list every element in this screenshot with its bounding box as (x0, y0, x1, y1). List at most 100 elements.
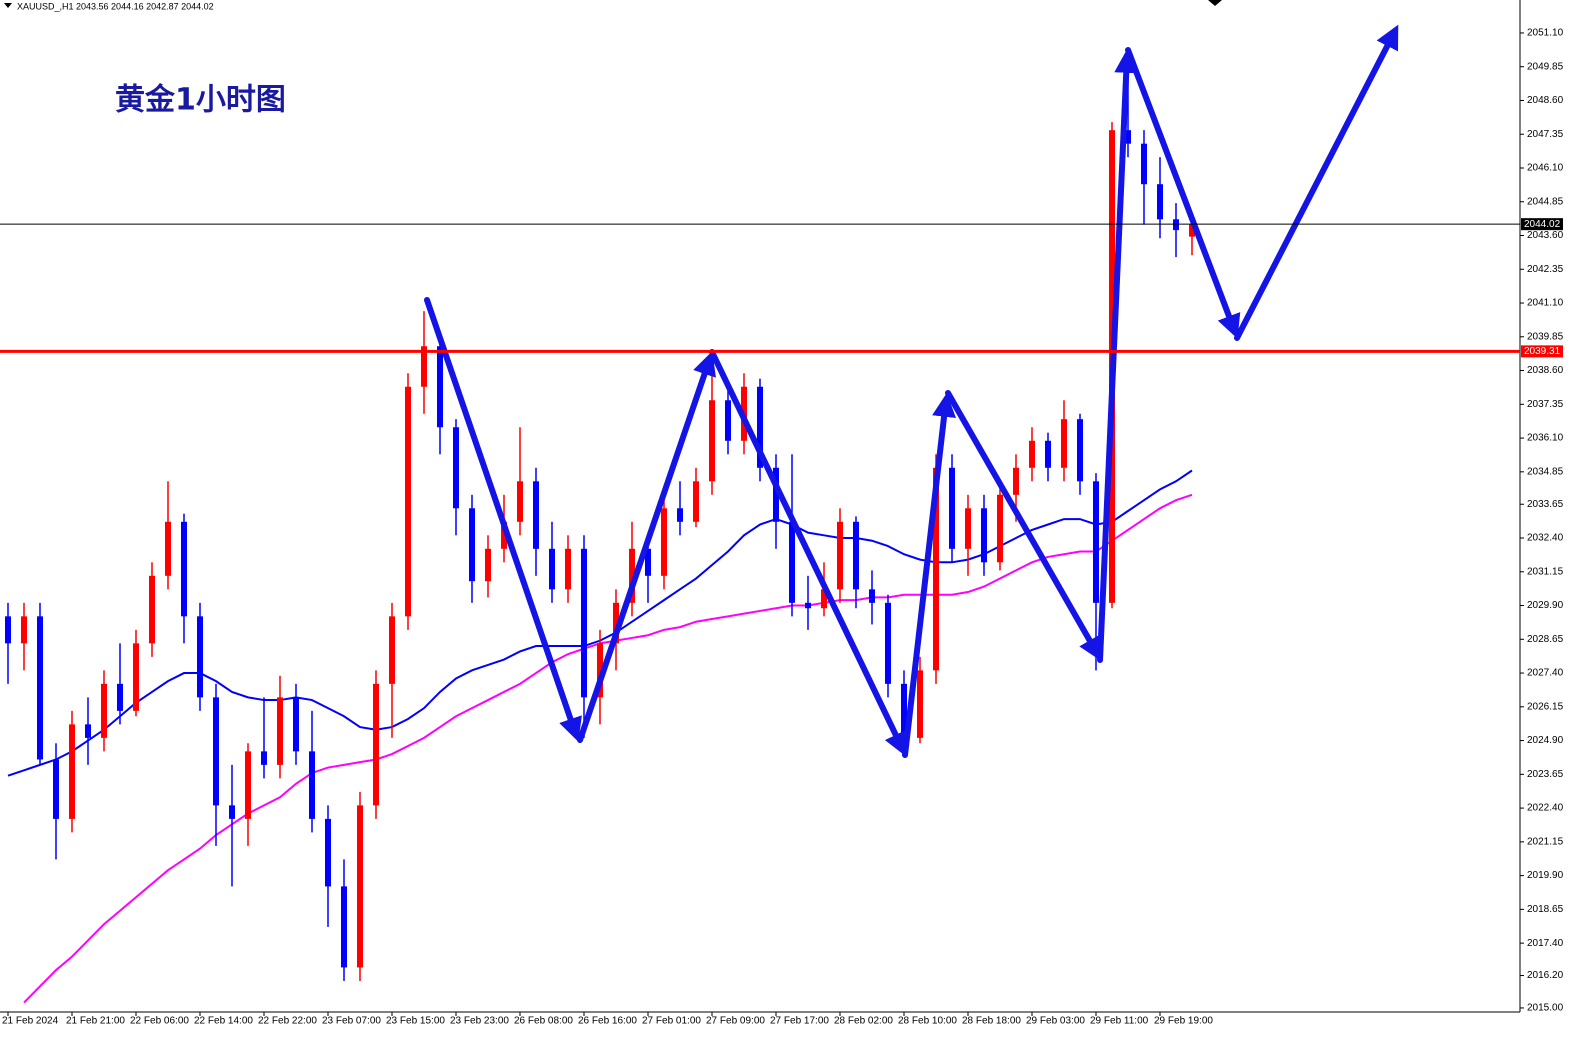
y-tick-label: 2031.15 (1527, 566, 1564, 577)
candle-body (549, 548, 555, 590)
candle-body (677, 508, 683, 522)
candle-body (837, 521, 843, 590)
candle-body (661, 508, 667, 576)
y-tick-label: 2036.10 (1527, 433, 1564, 444)
y-tick-label: 2016.20 (1527, 970, 1564, 981)
x-tick-label: 28 Feb 10:00 (898, 1016, 957, 1027)
candle-body (789, 521, 795, 603)
candle-body (613, 602, 619, 644)
arrow (902, 392, 956, 758)
price-tag (1521, 218, 1563, 231)
x-tick-label: 21 Feb 21:00 (66, 1016, 125, 1027)
candle-body (869, 589, 875, 603)
candle-body (917, 670, 923, 738)
candle-body (389, 616, 395, 684)
y-tick-label: 2049.85 (1527, 61, 1564, 72)
price-tag (1521, 345, 1563, 358)
arrow (1234, 24, 1399, 341)
y-tick-label: 2029.90 (1527, 600, 1564, 611)
x-tick-label: 29 Feb 03:00 (1026, 1016, 1085, 1027)
candle-body (1189, 224, 1195, 237)
menu-triangle (4, 3, 12, 8)
candle-body (1045, 440, 1051, 468)
candle-body (885, 602, 891, 684)
y-tick-label: 2034.85 (1527, 466, 1564, 477)
candle-body (597, 643, 603, 698)
candle-body (293, 697, 299, 752)
y-tick-label: 2044.85 (1527, 196, 1564, 207)
candle-body (85, 724, 91, 738)
candle-body (693, 481, 699, 522)
candle-body (757, 386, 763, 468)
candle-body (309, 751, 315, 819)
candle-body (213, 697, 219, 806)
price-tag-label: 2039.31 (1524, 346, 1561, 357)
trend-arrows (424, 24, 1399, 758)
x-tick-label: 21 Feb 2024 (2, 1016, 59, 1027)
y-tick-label: 2033.65 (1527, 499, 1564, 510)
candle-body (981, 508, 987, 563)
arrow (577, 351, 716, 743)
y-tick-label: 2032.40 (1527, 533, 1564, 544)
x-tick-label: 26 Feb 16:00 (578, 1016, 637, 1027)
price-tag-label: 2044.02 (1524, 219, 1561, 230)
arrow (945, 390, 1102, 662)
candle-body (997, 494, 1003, 563)
candle-body (709, 400, 715, 482)
y-tick-label: 2037.35 (1527, 399, 1564, 410)
y-tick-label: 2047.35 (1527, 129, 1564, 140)
candle-body (933, 467, 939, 671)
arrow (1125, 47, 1241, 339)
candle-body (421, 346, 427, 387)
x-tick-label: 27 Feb 09:00 (706, 1016, 765, 1027)
y-tick-label: 2051.10 (1527, 28, 1564, 39)
y-tick-label: 2024.90 (1527, 735, 1564, 746)
candle-body (37, 616, 43, 760)
y-tick-label: 2021.15 (1527, 836, 1564, 847)
candle-body (533, 481, 539, 549)
y-tick-label: 2041.10 (1527, 298, 1564, 309)
x-tick-label: 27 Feb 01:00 (642, 1016, 701, 1027)
y-tick-label: 2043.60 (1527, 230, 1564, 241)
y-tick-label: 2022.40 (1527, 803, 1564, 814)
candle-body (373, 683, 379, 806)
candle-body (805, 602, 811, 609)
candle-body (261, 751, 267, 765)
candle-body (149, 575, 155, 644)
candle-body (1173, 219, 1179, 231)
candle-body (1061, 419, 1067, 468)
symbol-info: XAUUSD_,H1 2043.56 2044.16 2042.87 2044.… (17, 1, 214, 11)
x-tick-label: 28 Feb 02:00 (834, 1016, 893, 1027)
y-tick-label: 2048.60 (1527, 95, 1564, 106)
candle-body (357, 805, 363, 968)
y-tick-label: 2038.60 (1527, 365, 1564, 376)
y-tick-label: 2018.65 (1527, 904, 1564, 915)
candle-body (21, 616, 27, 644)
candle-body (53, 759, 59, 819)
moving-average (23, 493, 1193, 1004)
candle-body (1029, 440, 1035, 468)
candle-body (1077, 419, 1083, 482)
candle-body (517, 481, 523, 522)
y-tick-label: 2015.00 (1527, 1003, 1564, 1014)
candle-body (629, 548, 635, 603)
candle-body (117, 683, 123, 711)
x-tick-label: 29 Feb 19:00 (1154, 1016, 1213, 1027)
arrow (709, 349, 907, 757)
x-tick-label: 22 Feb 06:00 (130, 1016, 189, 1027)
y-tick-label: 2027.40 (1527, 668, 1564, 679)
candle-body (501, 521, 507, 549)
arrow (1097, 48, 1139, 663)
x-tick-label: 22 Feb 22:00 (258, 1016, 317, 1027)
x-tick-label: 29 Feb 11:00 (1090, 1016, 1149, 1027)
candle-body (1125, 130, 1131, 144)
y-tick-label: 2023.65 (1527, 769, 1564, 780)
x-tick-label: 23 Feb 07:00 (322, 1016, 381, 1027)
candle-body (1013, 467, 1019, 495)
candle-body (453, 427, 459, 509)
candle-body (949, 467, 955, 549)
chart-title: 黄金1小时图 (115, 83, 286, 118)
